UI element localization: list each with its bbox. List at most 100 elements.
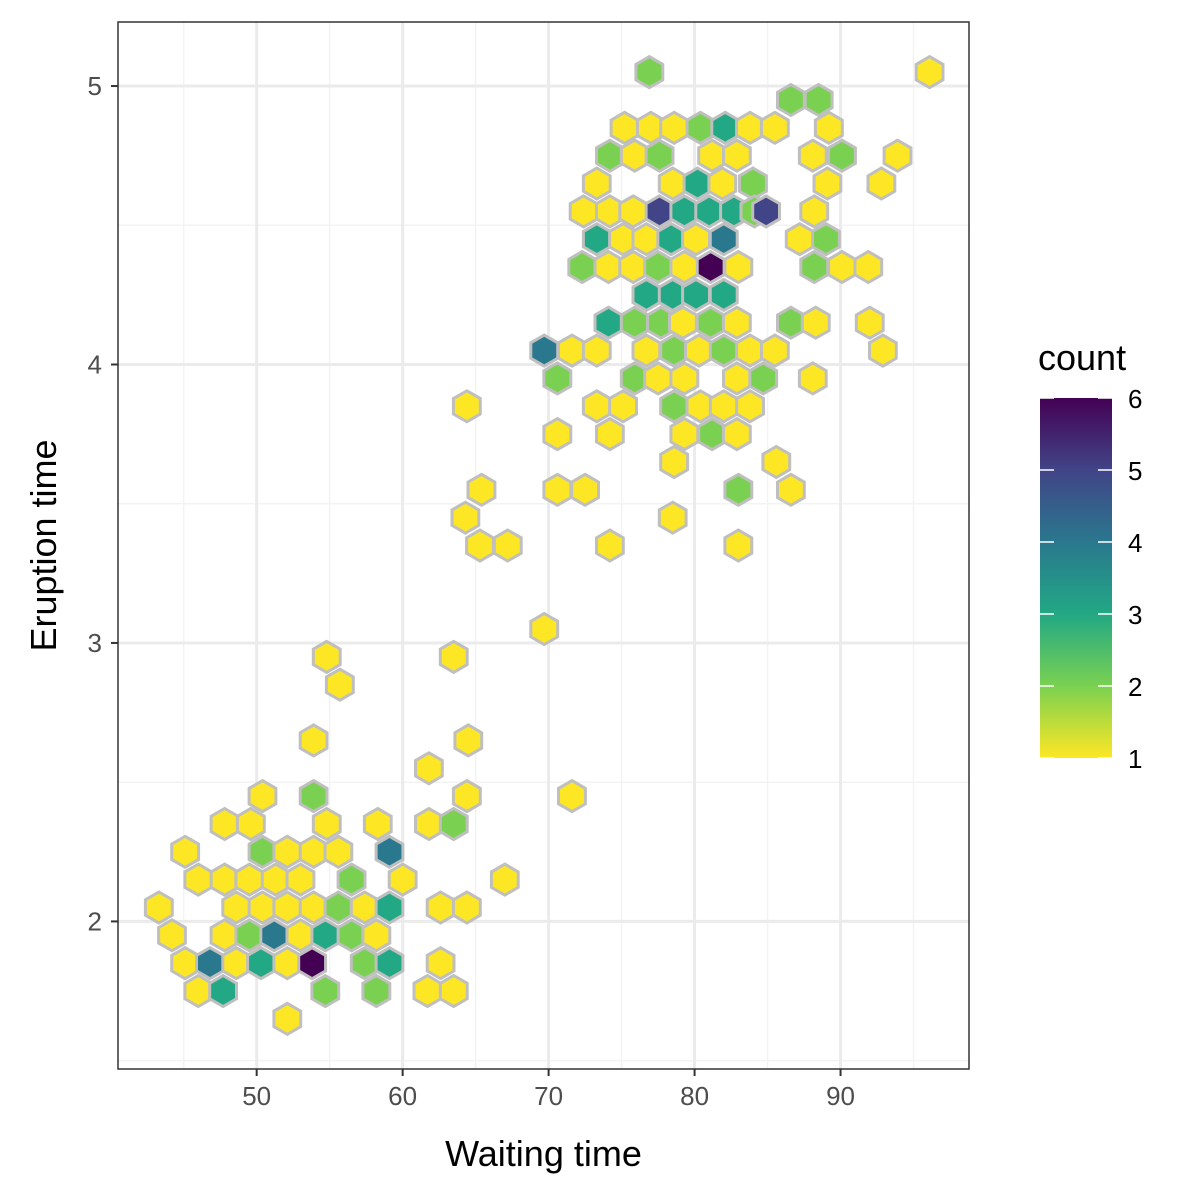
x-tick-label: 50 [242,1081,271,1111]
hex-cell [298,834,329,870]
hex-cell [581,389,612,424]
hex-cell [868,333,898,368]
hex-cell [619,305,650,340]
hex-cell [595,138,625,173]
hex-cell [542,416,573,452]
hex-cell [542,361,573,396]
legend-title: count [1038,337,1126,378]
hex-cell [272,834,303,870]
hex-cell [735,110,765,146]
hex-cell [668,305,698,340]
panel-border [117,21,970,1070]
hex-cell [722,361,752,396]
hex-cell [644,194,675,229]
hex-cell [209,806,240,842]
x-tick-label: 70 [534,1081,563,1111]
hex-cell [634,54,665,90]
hex-cell [797,138,828,173]
x-tick-label: 90 [826,1081,855,1111]
hex-cell [759,110,790,146]
hex-cell [438,806,469,842]
hex-cell [800,305,831,340]
hex-cell [827,138,857,173]
hex-cell [451,778,482,814]
hex-cell [722,305,752,340]
hex-cell [797,361,828,396]
hex-cell [631,277,662,313]
hex-cell [812,166,843,201]
hex-cell [272,890,303,925]
hex-cell [297,945,328,981]
hex-cell [349,890,380,925]
hex-cell [298,778,329,814]
hex-cell [685,110,716,146]
hex-cell [748,361,779,396]
hex-cell [735,389,765,424]
x-tick-label: 60 [388,1081,417,1111]
hex-cell [529,611,560,647]
hex-cell [735,333,765,368]
hex-cell [259,918,290,953]
hex-cell [723,249,754,285]
hex-cell [453,723,484,758]
hex-cell [659,389,690,424]
hex-cell [323,834,354,870]
hex-cell [336,862,367,897]
hex-cell [708,389,739,424]
hex-cell [247,834,278,870]
hex-cells [143,54,945,1037]
hex-cell [310,973,341,1009]
y-axis-title: Eruption time [23,439,64,651]
hex-cell [813,110,844,146]
hex-cell [247,778,278,814]
hex-cell [425,890,456,925]
hex-cell [722,416,752,452]
hex-cell [361,918,392,953]
hex-cell [722,138,752,173]
legend: count 1 2 3 4 5 6 [1038,337,1142,774]
hex-cell [776,472,806,508]
hex-cell [285,918,316,953]
y-tick-label: 3 [88,628,102,658]
hex-cell [414,806,444,842]
hex-cell [272,1001,303,1037]
hex-cell [708,221,739,257]
hex-cell [618,194,649,229]
hex-cell [324,667,355,702]
hex-cell [361,973,392,1009]
hex-cell [272,945,303,981]
hex-cell [195,945,225,981]
hex-cell [170,834,201,870]
hex-cell [595,416,625,452]
hex-cell [643,361,673,396]
hex-cell [631,333,662,368]
hex-cell [723,528,754,563]
hex-cell [657,166,688,201]
hex-cell [761,444,792,480]
hex-cell [669,194,700,229]
hex-cell [618,249,649,285]
hex-cell [751,194,781,229]
hex-cell [489,862,520,897]
hex-cell [595,528,625,563]
hex-cell [799,249,830,285]
hex-cell [374,890,405,925]
legend-tick-label: 3 [1128,600,1142,630]
legend-tick-label: 1 [1128,744,1142,774]
hex-cell [708,277,739,313]
x-tick-label: 80 [680,1081,709,1111]
hex-cell [311,806,342,842]
hex-cell [695,305,726,340]
hex-cell [608,389,638,424]
hex-cell [209,862,240,897]
grid-major [118,22,969,1069]
hex-cell [853,249,884,285]
hex-cell [285,862,316,897]
hex-cell [298,723,329,758]
hex-cell [247,890,278,925]
hex-cell [784,221,815,257]
hex-cell [298,890,329,925]
hex-cell [723,472,754,508]
hex-cell [425,945,456,981]
legend-ticks: 1 2 3 4 5 6 [1040,384,1142,774]
